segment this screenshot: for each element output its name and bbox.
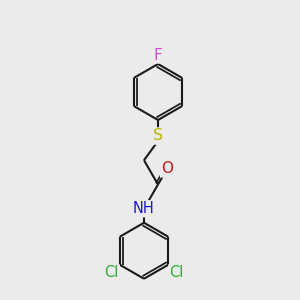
Text: F: F [154,47,162,62]
Text: Cl: Cl [169,265,184,280]
Text: O: O [161,161,173,176]
Text: NH: NH [133,201,155,216]
Text: Cl: Cl [104,265,119,280]
Text: S: S [153,128,163,143]
